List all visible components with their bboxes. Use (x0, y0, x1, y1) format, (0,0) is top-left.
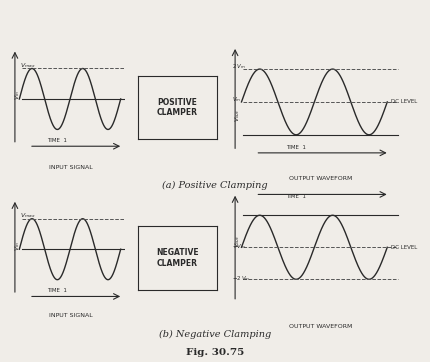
Text: OUTPUT WAVEFORM: OUTPUT WAVEFORM (289, 176, 352, 181)
Text: INPUT SIGNAL: INPUT SIGNAL (49, 313, 93, 318)
Text: TIME  1: TIME 1 (47, 289, 67, 294)
Text: $-V_{m}$: $-V_{m}$ (233, 242, 246, 251)
Text: INPUT SIGNAL: INPUT SIGNAL (49, 165, 93, 170)
Text: $V_{m}$: $V_{m}$ (233, 95, 242, 104)
Text: $V_{max}$: $V_{max}$ (20, 61, 36, 70)
Text: TIME  1: TIME 1 (47, 138, 67, 143)
Text: DC LEVEL: DC LEVEL (391, 100, 417, 104)
Text: (a) Positive Clamping: (a) Positive Clamping (162, 181, 268, 190)
Text: $2\,V_{m}$: $2\,V_{m}$ (233, 62, 246, 71)
Text: $V_{max}$: $V_{max}$ (20, 211, 36, 220)
Text: Fig. 30.75: Fig. 30.75 (186, 348, 244, 357)
Text: OUTPUT WAVEFORM: OUTPUT WAVEFORM (289, 324, 352, 329)
Text: (b) Negative Clamping: (b) Negative Clamping (159, 329, 271, 338)
Text: $V_{out}$: $V_{out}$ (233, 234, 242, 248)
Text: DC LEVEL: DC LEVEL (391, 245, 417, 250)
Text: NEGATIVE
CLAMPER: NEGATIVE CLAMPER (156, 248, 199, 268)
Text: TIME  1: TIME 1 (286, 194, 306, 199)
Text: $V_{in}$: $V_{in}$ (14, 90, 22, 100)
Text: POSITIVE
CLAMPER: POSITIVE CLAMPER (157, 98, 198, 117)
Text: $-2\,V_{m}$: $-2\,V_{m}$ (233, 274, 251, 283)
Text: $V_{in}$: $V_{in}$ (14, 241, 22, 251)
Text: $V_{out}$: $V_{out}$ (233, 108, 242, 122)
Text: TIME  1: TIME 1 (286, 144, 306, 150)
